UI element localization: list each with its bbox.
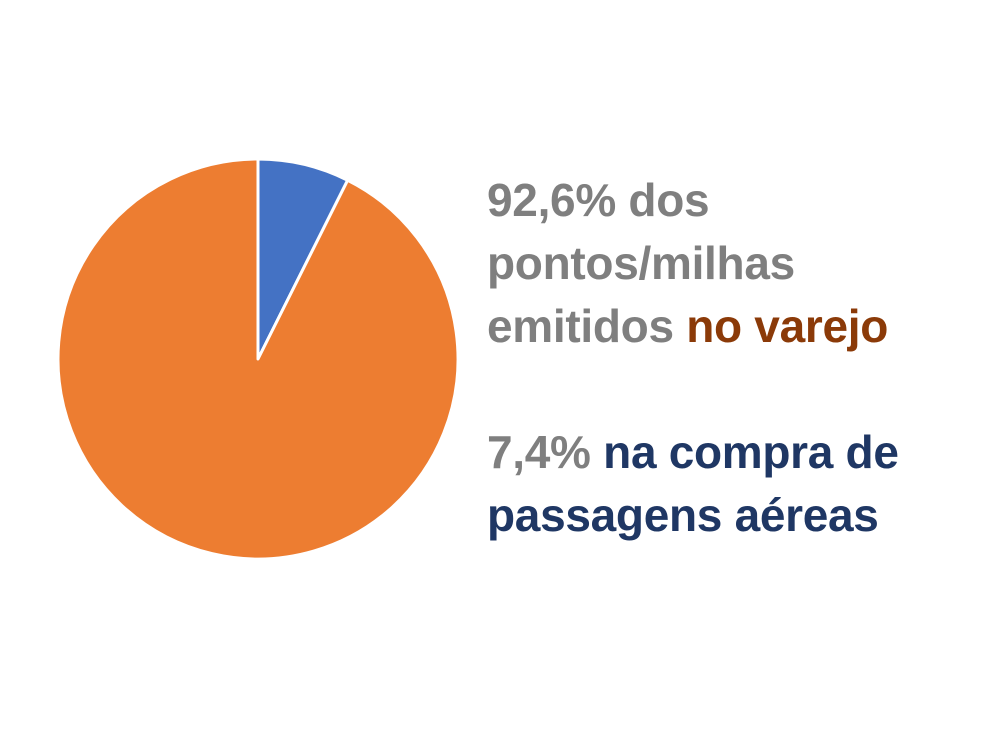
retail-annotation-line-1: 92,6% dos [487, 174, 710, 226]
retail-annotation-highlight: no varejo [686, 300, 889, 352]
retail-annotation-line-3: emitidos no varejo [487, 295, 888, 358]
pie-slice-2 [56, 157, 460, 561]
airfare-annotation-highlight-2: passagens aéreas [487, 489, 879, 541]
retail-annotation-line-2: pontos/milhas [487, 237, 795, 289]
airfare-annotation-highlight-1: na compra de [603, 426, 899, 478]
retail-annotation-line-3-text: emitidos [487, 300, 687, 352]
airfare-annotation-line-1: 7,4% na compra de [487, 421, 899, 484]
airfare-annotation-percent: 7,4% [487, 426, 604, 478]
retail-annotation: 92,6% dos pontos/milhas emitidos no vare… [487, 169, 888, 358]
airfare-annotation: 7,4% na compra de passagens aéreas [487, 421, 899, 547]
